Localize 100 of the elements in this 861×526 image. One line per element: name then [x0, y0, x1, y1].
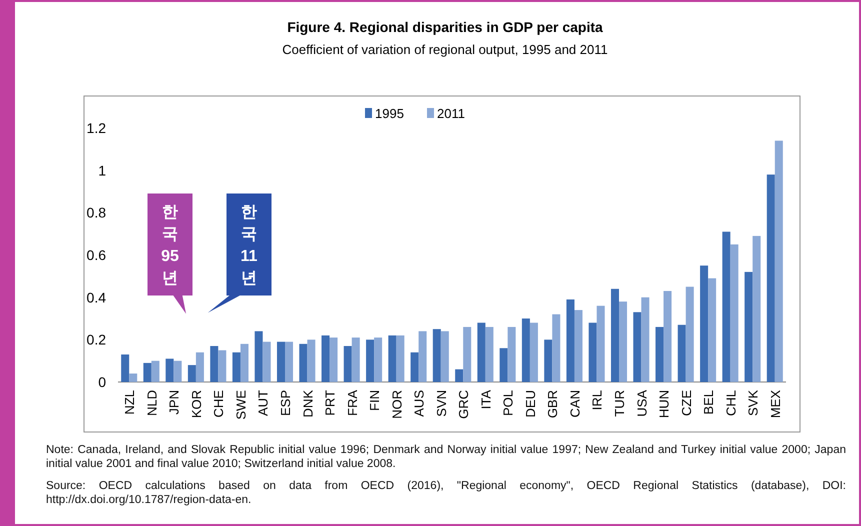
bar: [388, 335, 396, 382]
bar: [121, 354, 130, 382]
x-tick-label: TUR: [612, 390, 627, 417]
x-tick-label: SVK: [746, 390, 761, 416]
bar: [374, 338, 382, 382]
x-tick-label: CAN: [567, 390, 582, 418]
bar: [166, 358, 174, 382]
x-tick-label: JPN: [166, 390, 182, 415]
x-tick-label: NOR: [389, 390, 404, 419]
bar: [552, 314, 560, 382]
bar: [143, 362, 152, 382]
y-tick-label: 0: [98, 374, 106, 390]
bar: [330, 338, 338, 382]
x-tick-label: ITA: [478, 390, 494, 410]
bar: [774, 140, 783, 382]
y-tick-label: 0.2: [86, 332, 106, 348]
y-tick-label: 0.6: [86, 247, 106, 263]
bar: [396, 335, 404, 382]
x-tick-label: SVN: [434, 390, 449, 417]
x-tick-label: AUS: [412, 390, 427, 417]
bar: [596, 306, 605, 382]
bar: [730, 244, 738, 382]
bar: [619, 302, 628, 382]
bar: [366, 340, 374, 382]
x-tick-label: SWE: [233, 390, 248, 420]
x-tick-label: POL: [500, 390, 516, 416]
bar: [285, 342, 294, 382]
bar: [641, 297, 650, 382]
bar: [508, 326, 516, 382]
x-tick-label: BEL: [701, 390, 716, 415]
y-tick-label: 1: [98, 162, 106, 178]
bar: [232, 352, 240, 382]
bar: [432, 329, 441, 382]
bar: [500, 348, 508, 382]
bar: [262, 342, 271, 382]
bar: [210, 346, 218, 382]
bar: [455, 369, 464, 382]
bar: [566, 299, 574, 382]
bar: [129, 374, 138, 382]
bar: [307, 340, 316, 382]
x-tick-label: NZL: [122, 390, 138, 415]
x-tick-label: PRT: [322, 390, 338, 416]
x-tick-label: IRL: [590, 390, 605, 410]
bar: [574, 310, 582, 382]
x-tick-label: USA: [634, 390, 650, 417]
bar: [530, 322, 538, 382]
bar: [352, 338, 360, 382]
x-tick-label: FIN: [367, 390, 382, 411]
bar: [322, 335, 330, 382]
bar: [188, 365, 196, 382]
text: Note: Canada, Ireland, and Slovak Republic initial value 1996; Denmark and Norway initial value 1997; New Zealand and Turkey initial value 2000; Japan initial value 2001 and final value 2010; Switzerland initial value 2008.: [46, 443, 846, 471]
chart-subtitle: Coefficient of variation of regional output, 1995 and 2011: [282, 42, 608, 57]
annotation: 한국95년: [161, 204, 179, 287]
x-tick-label: DEU: [522, 390, 538, 418]
bar: [708, 278, 716, 382]
x-tick-label: CHL: [723, 390, 738, 416]
bar: [744, 272, 753, 382]
bar: [678, 324, 686, 382]
bar: [344, 346, 352, 382]
bar: [656, 326, 664, 382]
bar: [196, 352, 204, 382]
x-tick-label: AUT: [256, 390, 271, 416]
bar: [588, 322, 597, 382]
bar: [440, 331, 449, 382]
bar: [174, 360, 182, 382]
bar: [522, 318, 530, 382]
bar: [766, 174, 775, 382]
chart-title: Figure 4. Regional disparities in GDP per capita: [287, 19, 604, 35]
bar: [418, 331, 427, 382]
legend-label: 2011: [437, 106, 465, 121]
source-note: Source: OECD calculations based on data from OECD (2016), "Regional economy", OECD Regional Statistics (database), DOI: http://dx.doi.org/10.1787/region-data-en.: [46, 479, 846, 507]
y-tick-label: 0.4: [86, 289, 106, 306]
x-tick-label: CZE: [678, 390, 694, 416]
bar: [151, 360, 160, 382]
x-tick-label: GBR: [545, 390, 560, 418]
bar: [299, 344, 308, 382]
legend-label: 1995: [375, 106, 404, 121]
x-tick-label: CHE: [211, 390, 226, 418]
bar: [544, 340, 552, 382]
x-tick-label: HUN: [656, 390, 672, 418]
x-tick-label: GRC: [456, 390, 472, 419]
y-tick-label: 0.8: [86, 204, 106, 221]
bar: [218, 350, 226, 382]
bar: [410, 352, 419, 382]
x-tick-label: KOR: [188, 390, 204, 418]
bar: [686, 286, 694, 382]
bar: [664, 290, 672, 382]
bar: [477, 322, 486, 382]
bar: [485, 326, 494, 382]
annotation: 한국11년: [240, 204, 258, 287]
x-tick-label: FRA: [344, 390, 360, 416]
x-tick-label: NLD: [144, 390, 160, 416]
bar: [633, 312, 642, 382]
x-tick-label: MEX: [768, 390, 783, 418]
bar: [276, 342, 285, 382]
y-tick-label: 1.2: [86, 120, 106, 136]
bar: [610, 288, 619, 382]
x-tick-label: DNK: [300, 390, 316, 418]
bar: [240, 344, 248, 382]
bar: [254, 331, 263, 382]
